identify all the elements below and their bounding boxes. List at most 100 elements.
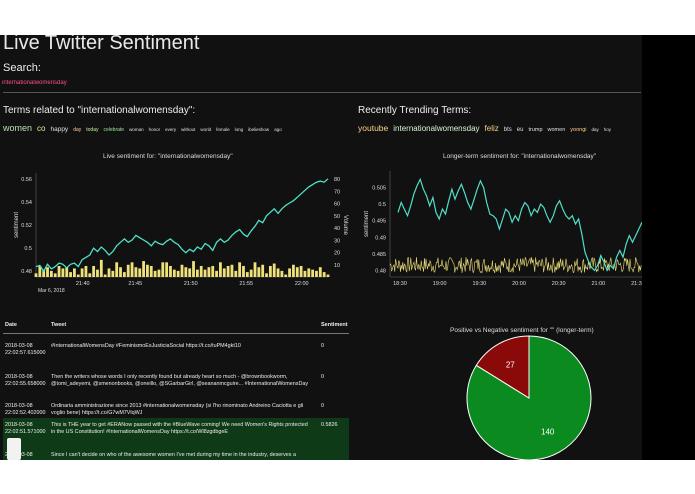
table-row[interactable]: 2018-03-08 22:02:55.658000 Then the write… bbox=[3, 370, 349, 399]
live-volume-bar bbox=[261, 264, 265, 277]
live-volume-bar bbox=[299, 265, 303, 277]
live-volume-bar bbox=[211, 265, 215, 277]
trending-term-2[interactable]: feliz bbox=[484, 124, 499, 133]
trending-term-9[interactable]: hoy bbox=[603, 127, 612, 132]
trending-term-0[interactable]: youtube bbox=[358, 123, 389, 133]
cell-tweet: Since I can't decide on who of the aweso… bbox=[51, 452, 296, 458]
live-volume-bar bbox=[318, 267, 322, 277]
live-y2-tick-label: 80 bbox=[334, 177, 340, 183]
related-term-8[interactable]: every bbox=[165, 127, 177, 132]
live-volume-bar bbox=[149, 265, 153, 277]
live-y2-label: Volume bbox=[342, 215, 348, 236]
live-volume-bar bbox=[111, 270, 115, 277]
live-volume-bar bbox=[96, 269, 99, 277]
trending-terms-heading: Recently Trending Terms: bbox=[358, 105, 472, 116]
live-chart-title: Live sentiment for: "internationalwomens… bbox=[103, 153, 233, 160]
live-volume-bar bbox=[245, 272, 249, 277]
cell-date: 2018-03-08 22:02:52.402000 bbox=[5, 403, 46, 416]
long-y-tick-label: 0.48 bbox=[375, 268, 386, 274]
live-volume-bar bbox=[46, 267, 49, 277]
live-volume-bar bbox=[34, 273, 38, 277]
related-term-2[interactable]: happy bbox=[50, 126, 69, 133]
related-term-13[interactable]: ibelieshow bbox=[248, 127, 270, 132]
live-y-label: sentiment bbox=[14, 212, 20, 238]
long-chart-title: Longer-term sentiment for: "internationa… bbox=[443, 153, 597, 160]
related-term-7[interactable]: honor bbox=[148, 127, 161, 132]
live-volume-bar bbox=[180, 264, 184, 277]
live-volume-bar bbox=[138, 268, 142, 277]
related-term-10[interactable]: world bbox=[200, 127, 212, 132]
live-volume-bar bbox=[238, 262, 242, 277]
search-input[interactable] bbox=[2, 77, 302, 89]
related-term-1[interactable]: co bbox=[37, 124, 46, 133]
live-volume-bar bbox=[172, 269, 176, 277]
related-term-3[interactable]: day bbox=[73, 127, 82, 133]
table-header-sentiment: Sentiment bbox=[321, 322, 348, 328]
pie-chart-title: Positive vs Negative sentiment for "" (l… bbox=[450, 327, 594, 334]
related-term-14[interactable]: ago bbox=[274, 127, 282, 132]
live-volume-bar bbox=[122, 272, 126, 277]
cell-tweet: Then the writers whose words I only rece… bbox=[51, 374, 309, 387]
live-x-tick-label: 22:00 bbox=[295, 281, 309, 287]
related-term-5[interactable]: celebrate bbox=[103, 127, 125, 133]
table-row[interactable]: 2018-03-08 22:02:57.615000 #International… bbox=[3, 339, 349, 369]
live-volume-bar bbox=[161, 262, 165, 277]
table-row[interactable]: 2018-03-08Since I can't decide on who of… bbox=[3, 448, 349, 460]
live-volume-bar bbox=[69, 272, 72, 277]
table-header-tweet: Tweet bbox=[51, 322, 67, 328]
cell-sentiment: 0 bbox=[321, 374, 324, 380]
long-x-tick-label: 21:00 bbox=[591, 281, 605, 287]
live-y2-tick-label: 50 bbox=[334, 214, 340, 220]
trending-term-5[interactable]: trump bbox=[528, 127, 543, 133]
pie-slice-label: 27 bbox=[506, 360, 515, 369]
live-volume-bar bbox=[199, 265, 203, 277]
trending-term-4[interactable]: eu bbox=[516, 127, 524, 133]
cell-tweet: Ordinaria amministrazione since 2013 #in… bbox=[51, 403, 304, 416]
long-x-tick-label: 20:00 bbox=[512, 281, 526, 287]
live-volume-bar bbox=[207, 267, 211, 277]
right-black-panel bbox=[642, 35, 695, 460]
trending-terms-list: youtube internationalwomensday feliz bts eu t… bbox=[358, 118, 616, 136]
related-term-0[interactable]: women bbox=[3, 123, 33, 133]
live-volume-bar bbox=[322, 272, 326, 277]
live-volume-bar bbox=[280, 270, 284, 277]
trending-term-1[interactable]: internationalwomensday bbox=[393, 124, 480, 133]
related-term-9[interactable]: without bbox=[181, 127, 196, 132]
live-x-subtitle: Mar 6, 2018 bbox=[38, 288, 65, 294]
live-volume-bar bbox=[315, 270, 318, 277]
live-volume-bar bbox=[153, 270, 157, 277]
live-sentiment-chart: 0.48 0.5 0.52 0.54 0.56 10 20 30 40 50 60 70 80 21:40… bbox=[14, 173, 348, 294]
live-y2-tick-label: 70 bbox=[334, 189, 340, 195]
related-term-12[interactable]: long bbox=[234, 127, 244, 132]
live-volume-bar bbox=[157, 269, 161, 277]
live-volume-bar bbox=[142, 261, 145, 277]
live-volume-bar bbox=[92, 265, 96, 277]
trending-term-8[interactable]: day bbox=[591, 127, 599, 132]
trending-term-7[interactable]: yoongi bbox=[570, 127, 587, 133]
sentiment-pie-chart: 140 27 bbox=[466, 335, 592, 460]
related-term-4[interactable]: today bbox=[86, 127, 99, 133]
live-volume-bar bbox=[288, 268, 291, 277]
live-y-tick-label: 0.52 bbox=[21, 223, 32, 229]
live-volume-bar bbox=[103, 274, 107, 277]
trending-term-6[interactable]: women bbox=[547, 127, 566, 133]
related-term-11[interactable]: female bbox=[216, 127, 230, 132]
live-volume-bar bbox=[188, 268, 192, 277]
live-y-tick-label: 0.5 bbox=[24, 246, 32, 252]
table-row[interactable]: 2018-03-08 22:02:52.402000 Ordinaria ammi… bbox=[3, 399, 349, 418]
table-row[interactable]: 2018-03-08 22:02:51.571000 This is THE ye… bbox=[3, 418, 349, 448]
live-volume-bar bbox=[176, 270, 180, 277]
live-y-tick-label: 0.56 bbox=[21, 177, 32, 183]
related-term-6[interactable]: woman bbox=[129, 127, 144, 132]
live-volume-bar bbox=[192, 261, 195, 277]
scrollbar-thumb[interactable] bbox=[7, 438, 21, 460]
live-volume-bar bbox=[222, 268, 226, 277]
long-y-tick-label: 0.485 bbox=[372, 252, 386, 258]
live-volume-bar bbox=[268, 265, 272, 277]
live-volume-bar bbox=[42, 269, 46, 277]
long-x-tick-label: 21:30 bbox=[631, 281, 642, 287]
live-volume-bar bbox=[242, 265, 245, 277]
live-volume-bar bbox=[84, 265, 88, 277]
trending-term-3[interactable]: bts bbox=[503, 127, 512, 133]
long-y-label: sentiment bbox=[364, 211, 370, 237]
